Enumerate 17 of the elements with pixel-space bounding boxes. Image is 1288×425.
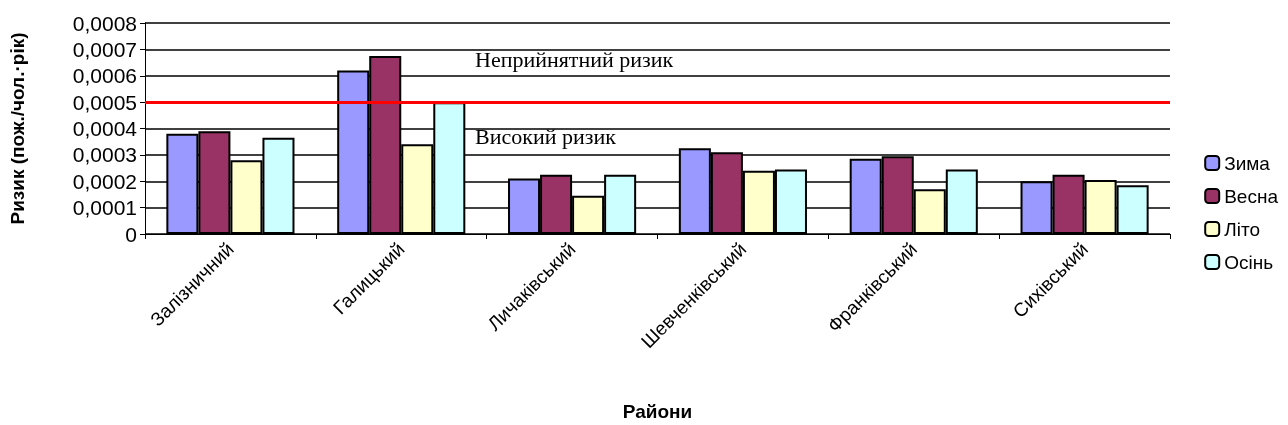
y-tick-label: 0,0007 <box>72 37 137 61</box>
y-axis-title: Ризик (пож./чол.·рік) <box>7 32 28 225</box>
x-axis-title: Райони <box>622 401 693 422</box>
y-tick-label: 0,0005 <box>72 90 137 114</box>
legend-label: Осінь <box>1224 251 1274 273</box>
y-tick-label: 0,0006 <box>72 64 137 88</box>
y-tick-label: 0,0008 <box>72 11 137 35</box>
legend-label: Літо <box>1224 218 1260 240</box>
legend-label: Зима <box>1224 152 1271 174</box>
y-tick-label: 0,0002 <box>72 169 137 193</box>
y-tick-label: 0,0004 <box>72 117 138 140</box>
legend-label: Весна <box>1224 185 1279 207</box>
annotation: Неприйнятний ризик <box>475 47 674 73</box>
y-tick-label: 0 <box>125 222 137 246</box>
y-tick-label: 0,0001 <box>72 196 137 220</box>
y-tick-label: 0,0003 <box>72 143 137 167</box>
annotation: Високий ризик <box>475 123 617 149</box>
